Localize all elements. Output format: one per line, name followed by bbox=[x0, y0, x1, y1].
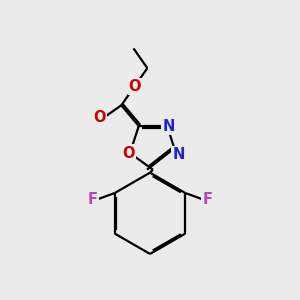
Text: O: O bbox=[129, 79, 141, 94]
Text: N: N bbox=[162, 118, 175, 134]
Text: F: F bbox=[202, 192, 213, 207]
Text: O: O bbox=[122, 146, 135, 160]
Text: N: N bbox=[173, 147, 185, 162]
Text: F: F bbox=[87, 192, 98, 207]
Text: O: O bbox=[93, 110, 106, 125]
